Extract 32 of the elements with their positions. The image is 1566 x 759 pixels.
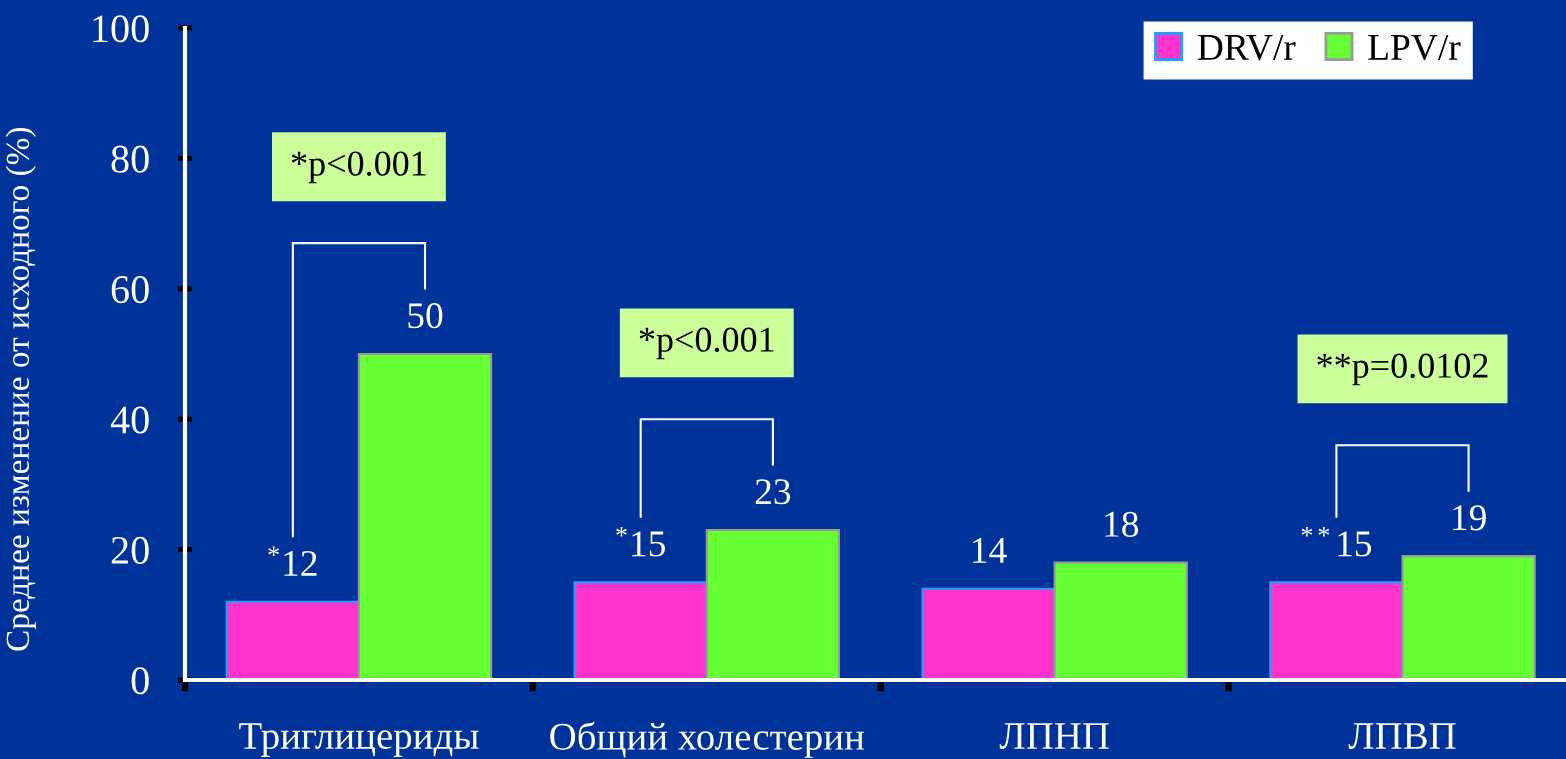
y-tick-label: 40	[110, 406, 149, 434]
y-axis-title: Среднее изменение от исходного (%)	[5, 127, 36, 651]
bar	[357, 352, 493, 680]
data-label: $^{*}$15	[616, 526, 665, 557]
bar	[1269, 581, 1404, 680]
legend-label: DRV/r	[1197, 34, 1296, 61]
x-tick-label: ЛПВП	[1348, 723, 1456, 750]
y-tick-label: 20	[111, 536, 149, 564]
annotation: **p=0.0102	[1317, 353, 1488, 386]
annotation: *p<0.001	[639, 327, 774, 360]
data-label: 23	[755, 479, 791, 505]
x-tick-label: Общий холестерин	[550, 721, 865, 758]
y-tick-label: 100	[93, 15, 149, 43]
bar	[921, 587, 1056, 680]
bar	[573, 581, 708, 680]
y-tick-label: 60	[111, 275, 149, 304]
data-label: 19	[1453, 505, 1486, 531]
x-tick-label: ЛПНП	[999, 723, 1109, 750]
y-tick-label: 80	[111, 145, 149, 173]
annotation: *p<0.001	[291, 151, 426, 184]
data-label: 14	[973, 537, 1007, 563]
bar	[705, 529, 841, 680]
y-tick-label: 0	[131, 667, 149, 695]
data-label: 50	[408, 303, 443, 329]
bar	[225, 600, 360, 680]
x-tick-label: Триглицериды	[239, 723, 479, 757]
data-label: $^{*}$12	[268, 546, 317, 576]
data-label: 18	[1105, 511, 1139, 537]
bar	[1401, 555, 1536, 680]
legend-label: LPV/r	[1368, 34, 1461, 61]
bar	[1053, 561, 1188, 680]
data-label: $^{**}$15	[1301, 526, 1372, 557]
